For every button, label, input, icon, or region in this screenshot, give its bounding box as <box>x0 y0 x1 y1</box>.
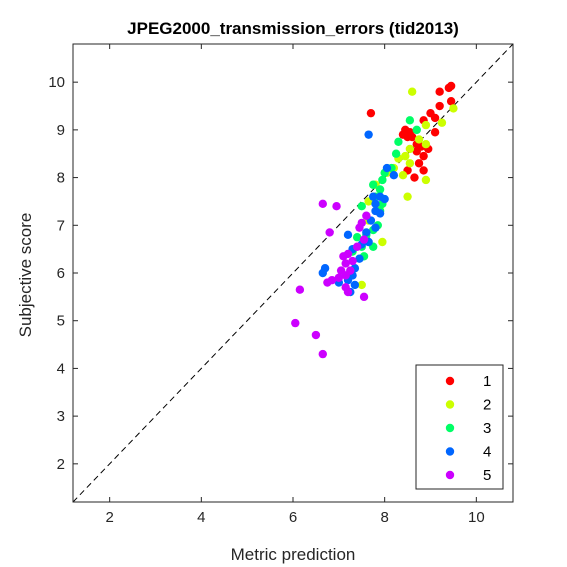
data-point-series-2 <box>401 151 410 161</box>
data-point-series-1 <box>446 97 456 106</box>
data-point-series-5 <box>341 259 350 268</box>
data-point-series-4 <box>343 230 353 240</box>
legend-marker-series-2 <box>445 400 455 409</box>
legend-box <box>415 364 504 490</box>
data-point-series-4 <box>382 163 392 173</box>
data-point-series-4 <box>350 280 360 290</box>
data-point-series-2 <box>378 237 387 247</box>
y-tick-label: 9 <box>57 122 65 139</box>
reference-diagonal-line <box>72 43 514 503</box>
data-point-series-5 <box>346 266 355 275</box>
data-point-series-5 <box>343 287 353 297</box>
data-point-series-1 <box>414 159 424 168</box>
y-tick-label: 7 <box>57 217 65 234</box>
data-point-series-4 <box>369 192 378 201</box>
x-axis-label: Metric prediction <box>231 545 356 564</box>
data-point-series-4 <box>389 170 399 180</box>
legend-marker-series-5 <box>445 470 455 480</box>
data-point-series-2 <box>403 192 412 201</box>
data-point-series-1 <box>435 101 444 111</box>
legend-label-series-1: 1 <box>483 373 491 390</box>
data-point-series-2 <box>398 170 408 180</box>
chart-title: JPEG2000_transmission_errors (tid2013) <box>127 19 459 38</box>
data-point-series-2 <box>357 280 366 290</box>
data-point-series-3 <box>378 175 387 185</box>
data-point-series-5 <box>332 202 341 211</box>
data-point-series-5 <box>318 349 327 359</box>
data-point-series-5 <box>325 228 334 237</box>
data-point-series-2 <box>421 139 431 149</box>
x-tick-label: 8 <box>380 509 388 526</box>
legend-marker-series-1 <box>445 376 455 386</box>
data-point-series-4 <box>362 228 371 237</box>
legend-label-series-5: 5 <box>483 467 491 484</box>
data-point-series-1 <box>444 83 454 93</box>
data-point-series-3 <box>375 185 385 194</box>
legend-marker-series-3 <box>445 423 455 433</box>
data-point-series-1 <box>410 173 419 182</box>
y-tick-label: 6 <box>57 265 65 282</box>
y-tick-label: 8 <box>57 170 65 187</box>
data-point-series-2 <box>421 175 431 185</box>
data-point-series-1 <box>430 128 440 137</box>
y-axis-label: Subjective score <box>16 213 35 338</box>
x-tick-label: 2 <box>105 509 113 526</box>
data-point-series-3 <box>394 137 403 147</box>
data-point-series-3 <box>352 233 362 242</box>
y-tick-label: 2 <box>57 456 65 473</box>
data-point-series-5 <box>352 242 362 251</box>
data-point-series-5 <box>334 273 344 282</box>
data-point-series-5 <box>359 235 369 244</box>
data-point-series-5 <box>323 278 332 287</box>
data-point-series-2 <box>449 104 458 113</box>
data-point-series-4 <box>355 254 364 263</box>
data-point-series-2 <box>407 87 417 96</box>
data-point-series-1 <box>430 113 440 123</box>
data-point-series-2 <box>437 118 447 127</box>
x-tick-label: 4 <box>197 509 205 526</box>
x-tick-label: 10 <box>468 509 485 526</box>
data-point-series-5 <box>295 285 305 294</box>
data-point-series-5 <box>311 330 321 340</box>
legend-label-series-3: 3 <box>483 420 491 437</box>
y-tick-label: 5 <box>57 313 65 330</box>
data-point-series-3 <box>369 180 378 189</box>
data-point-series-3 <box>357 202 366 211</box>
data-point-series-3 <box>412 125 421 135</box>
legend-label-series-2: 2 <box>483 397 491 414</box>
data-point-series-3 <box>405 116 415 125</box>
x-tick-label: 6 <box>289 509 297 526</box>
data-point-series-3 <box>391 149 401 158</box>
data-point-series-5 <box>357 218 366 228</box>
data-point-series-2 <box>405 144 415 154</box>
data-point-series-1 <box>398 130 408 139</box>
data-point-series-4 <box>375 209 385 218</box>
data-point-series-5 <box>343 249 353 259</box>
data-point-series-4 <box>371 199 380 209</box>
y-tick-label: 4 <box>57 360 65 377</box>
y-tick-label: 10 <box>48 74 65 91</box>
data-point-series-1 <box>412 147 421 156</box>
data-point-series-4 <box>375 192 385 201</box>
data-point-series-2 <box>405 159 415 168</box>
data-point-series-1 <box>419 166 428 175</box>
data-point-series-5 <box>318 199 327 209</box>
y-tick-label: 3 <box>57 408 65 425</box>
data-point-series-2 <box>421 120 431 130</box>
data-point-series-5 <box>362 211 371 220</box>
data-point-series-4 <box>364 130 373 139</box>
data-point-series-5 <box>291 318 300 328</box>
data-point-series-5 <box>359 292 369 302</box>
plot-area: 2 4 6 8 10 2 3 4 5 6 7 8 9 10 1 2 3 4 5 <box>48 43 514 526</box>
data-point-series-4 <box>371 223 380 232</box>
data-point-series-1 <box>366 108 376 118</box>
data-point-series-2 <box>414 135 424 144</box>
legend-marker-series-4 <box>445 447 455 456</box>
data-point-series-1 <box>419 151 428 161</box>
data-point-series-4 <box>318 268 327 278</box>
data-point-series-1 <box>435 87 444 96</box>
data-point-series-5 <box>348 256 357 266</box>
legend-label-series-4: 4 <box>483 444 491 461</box>
